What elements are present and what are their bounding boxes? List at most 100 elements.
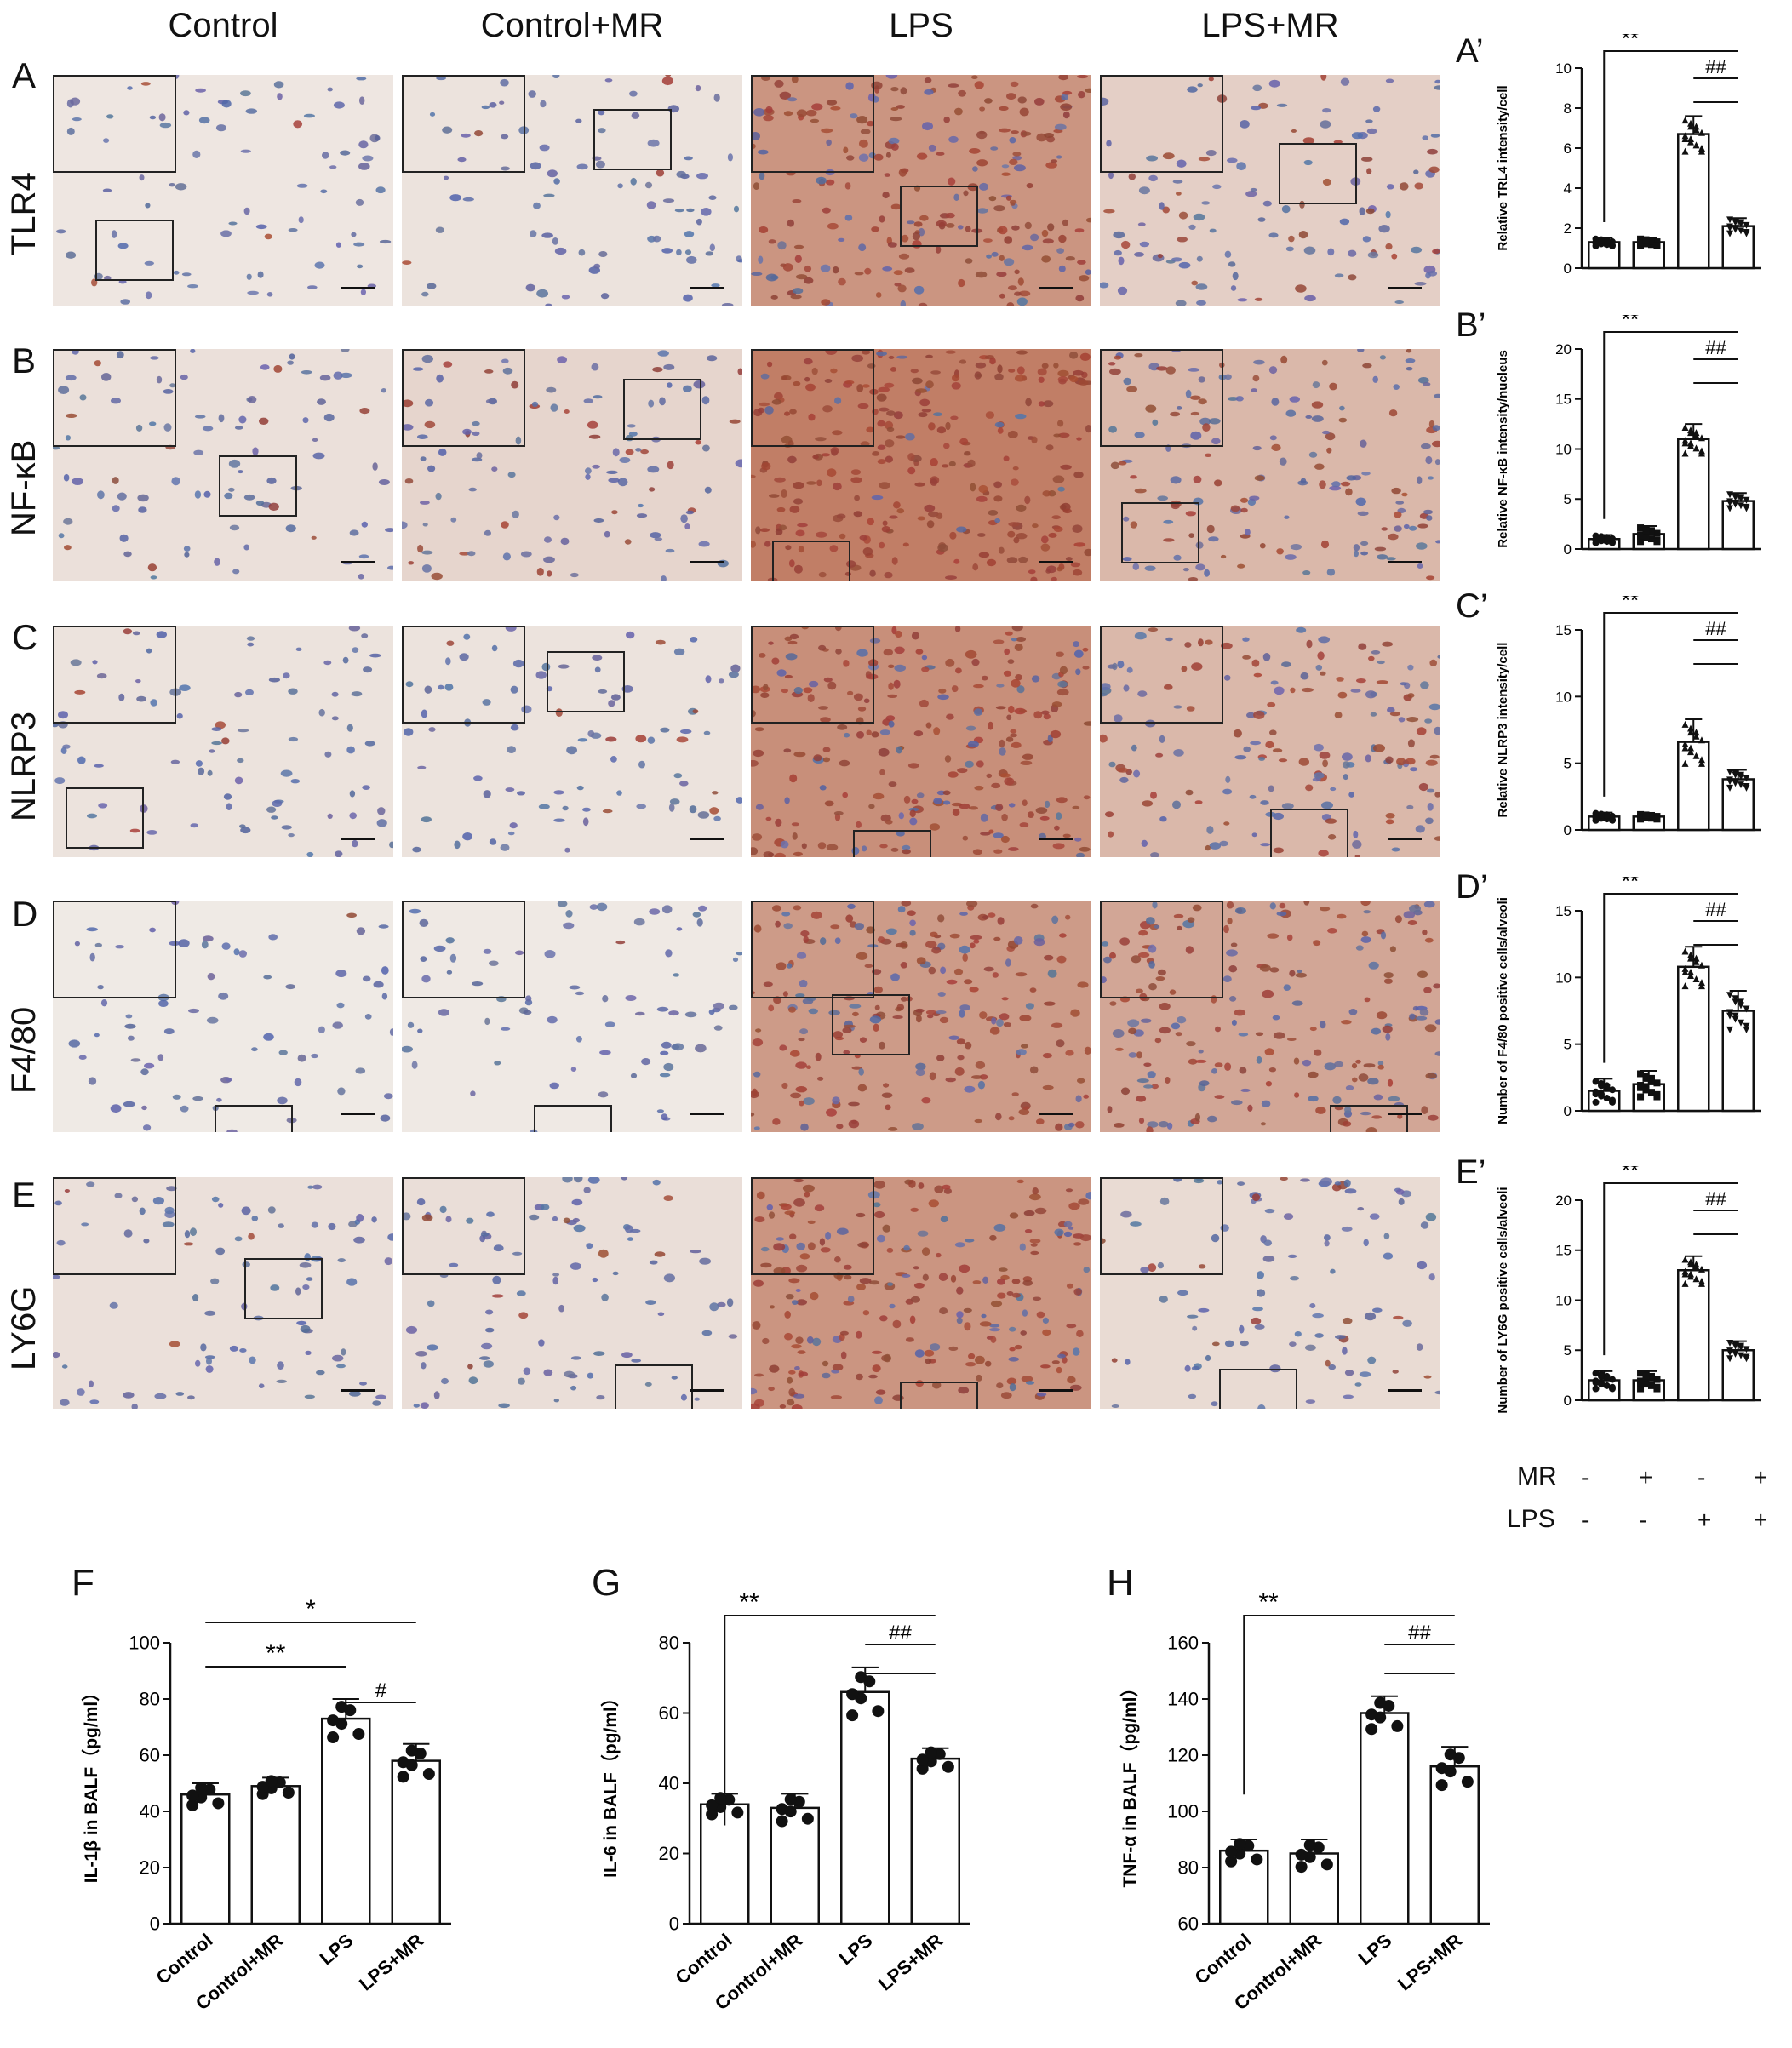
tissue-texture [1100,75,1440,306]
zoom-inset [751,1177,874,1275]
data-point [352,1728,365,1741]
y-tick-label: 5 [1564,1342,1572,1359]
data-point [1737,227,1744,235]
zoom-region-box [623,379,701,440]
tissue-texture [402,901,742,1132]
legend-mr-label: MR [1517,1462,1557,1490]
micrograph-panel [53,75,393,306]
row-letter-a: A [12,55,37,95]
micrograph-panel [53,1177,393,1409]
zoom-region-box [1330,1105,1408,1132]
data-point [1642,1074,1650,1082]
scale-bar [1388,1389,1422,1392]
data-point [1743,1005,1750,1013]
bar [1721,225,1755,270]
scale-bar [341,287,375,289]
row-letter-d: D [12,894,38,934]
data-point [1681,147,1689,155]
y-tick-label: 20 [1555,1193,1572,1209]
data-point [1732,1015,1739,1023]
tissue-texture [1100,1177,1440,1409]
data-point [1726,216,1734,224]
zoom-region-box [547,651,625,712]
data-point [1698,759,1705,767]
data-point [1608,242,1616,249]
data-point [397,1771,409,1783]
data-point [1637,1370,1645,1377]
data-point [1732,995,1739,1003]
data-point [327,1731,340,1744]
micrograph-panel [53,901,393,1132]
significance-bracket [1603,331,1738,519]
x-tick-label: Control [152,1930,216,1988]
column-header-lps: LPS [889,7,953,44]
y-tick-label: 8 [1564,100,1572,117]
significance-label: ## [1408,1622,1431,1645]
scale-bar [1039,1389,1073,1392]
chart-tlr4: 0 2 4 6 8 10 Relative TRL4 intensity/cell ** ## [1496,34,1761,277]
x-tick-label: LPS+MR [1394,1930,1466,1995]
significance-label: ## [1705,1188,1726,1210]
scale-bar [341,1113,375,1115]
data-point [1603,535,1611,542]
zoom-inset [53,75,176,173]
bar [1721,1349,1755,1402]
zoom-region-box [853,830,931,857]
data-point [1608,816,1616,824]
significance-label: * [306,1595,316,1623]
y-tick-label: 0 [150,1914,160,1935]
y-tick-label: 2 [1564,220,1572,237]
data-point [1726,225,1734,232]
tissue-texture [751,901,1091,1131]
data-point [1608,539,1616,546]
y-tick-label: 10 [1555,441,1572,457]
scale-bar [690,561,724,563]
zoom-inset [53,901,176,998]
data-point [1692,444,1700,452]
data-point [1637,532,1645,540]
zoom-inset [402,1177,525,1275]
data-point [1732,226,1739,233]
micrograph-panel [751,626,1091,857]
data-point [1653,538,1661,546]
zoom-inset [751,349,874,447]
data-point [397,1756,409,1769]
data-point [1737,1019,1744,1027]
data-point [1698,1279,1705,1287]
data-point [1608,1098,1616,1106]
data-point [1642,527,1650,535]
data-point [1726,1026,1734,1033]
bar [180,1793,231,1925]
data-point [1681,964,1689,972]
data-point [1653,815,1661,823]
x-tick-label: LPS [835,1930,877,1970]
row-label-f480: F4/80 [5,1006,43,1094]
y-axis-label: IL-1β in BALF（pg/ml） [81,1684,101,1883]
legend-mr-sign: - [1698,1464,1706,1490]
zoom-inset [53,1177,176,1275]
zoom-region-box [66,787,144,849]
data-point [1637,524,1645,532]
data-point [916,1753,929,1766]
data-point [1647,535,1655,543]
data-point [1726,505,1734,512]
zoom-region-box [593,109,672,170]
y-tick-label: 140 [1167,1689,1199,1710]
data-point [1692,732,1700,740]
significance-label: # [375,1679,387,1702]
scale-bar [1039,1113,1073,1115]
data-point [1726,1348,1734,1356]
data-point [1598,1082,1606,1090]
zoom-region-box [772,541,850,581]
y-axis-label: Number of F4/80 positive cells/alveoli [1496,897,1510,1124]
y-tick-label: 15 [1555,622,1572,638]
data-point [706,1808,719,1821]
data-point [1637,1070,1645,1078]
data-point [1681,1256,1689,1263]
data-point [1687,968,1695,975]
data-point [1681,744,1689,752]
data-point [1681,117,1689,124]
panel-letter-h: H [1107,1562,1134,1604]
y-tick-label: 4 [1564,180,1572,197]
